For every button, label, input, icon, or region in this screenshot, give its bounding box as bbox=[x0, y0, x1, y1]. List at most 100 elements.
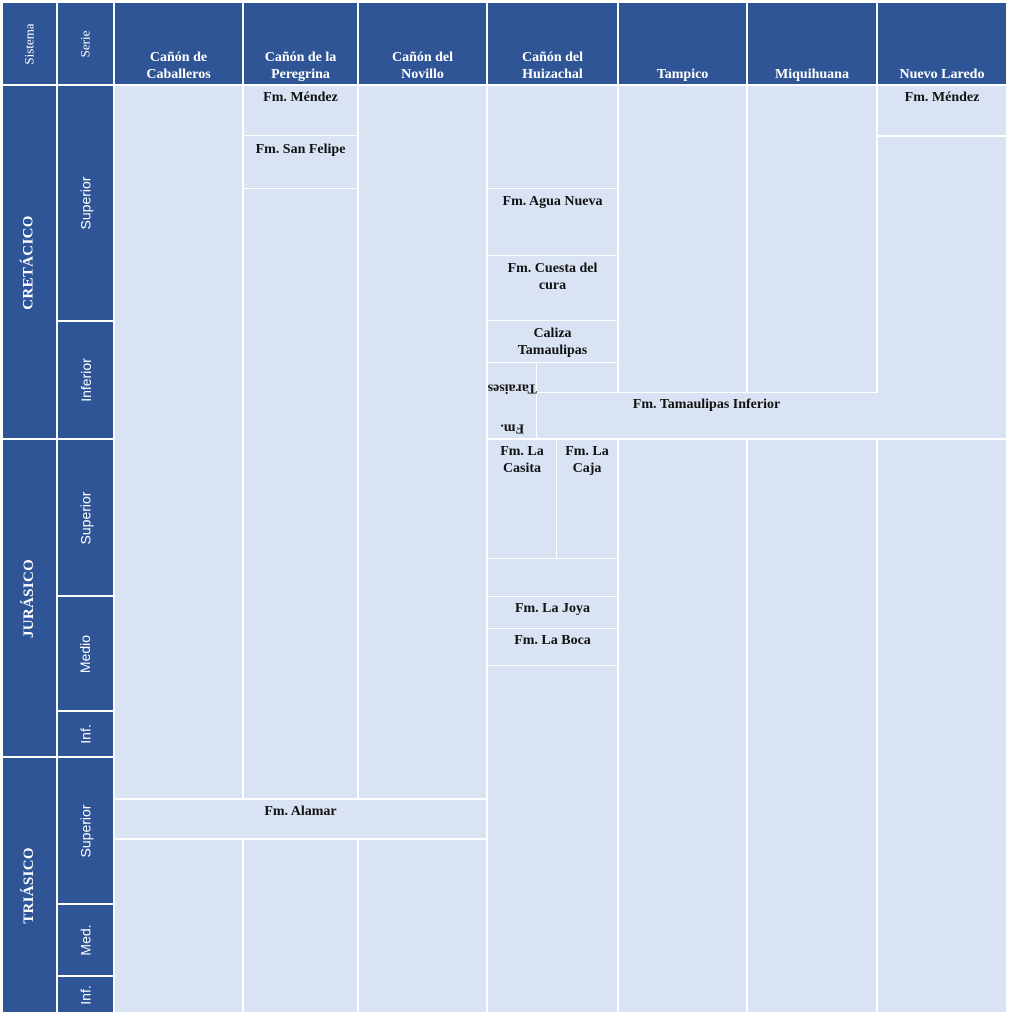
system-cretacico: CRETÁCICO bbox=[3, 86, 56, 438]
formation-label: Fm. Méndez bbox=[263, 90, 338, 105]
row-divider bbox=[488, 438, 1006, 440]
col-divider bbox=[556, 440, 557, 558]
formation-huizachal-cuesta-del-cura: Fm. Cuesta del cura bbox=[488, 257, 617, 320]
formation-huizachal-la-casita: Fm. La Casita bbox=[488, 440, 556, 558]
formation-label: Fm. Alamar bbox=[264, 804, 337, 819]
header-col-novillo-line2: Novillo bbox=[401, 67, 444, 82]
col-divider bbox=[746, 438, 748, 1012]
header-col-peregrina: Cañón de la Peregrina bbox=[244, 3, 357, 84]
serie-label: Inf. bbox=[77, 724, 94, 744]
header-col-caballeros: Cañón de Caballeros bbox=[115, 3, 242, 84]
row-divider bbox=[488, 628, 617, 629]
header-col-miquihuana-line2: Miquihuana bbox=[775, 67, 849, 82]
row-divider bbox=[488, 188, 617, 189]
system-triasico: TRIÁSICO bbox=[3, 758, 56, 1012]
header-sistema: Sistema bbox=[3, 3, 56, 84]
row-divider bbox=[244, 188, 357, 189]
header-col-huizachal-line1: Cañón del bbox=[521, 50, 584, 65]
formation-label-vertical: Fm. Taraises bbox=[487, 363, 536, 440]
header-col-tampico: Tampico bbox=[619, 3, 746, 84]
serie-jurasico-medio: Medio bbox=[58, 597, 113, 710]
formation-label: Fm. Tamaulipas Inferior bbox=[632, 397, 781, 412]
col-divider bbox=[242, 840, 244, 1012]
header-col-nuevo-laredo-line2: Nuevo Laredo bbox=[899, 67, 985, 82]
serie-label: Inferior bbox=[77, 358, 94, 402]
header-sistema-label: Sistema bbox=[21, 22, 37, 65]
serie-label: Superior bbox=[77, 804, 94, 857]
formation-huizachal-la-caja: Fm. La Caja bbox=[557, 440, 617, 558]
formation-huizachal-agua-nueva: Fm. Agua Nueva bbox=[488, 190, 617, 255]
row-divider bbox=[536, 392, 878, 393]
system-jurasico-label: JURÁSICO bbox=[21, 558, 38, 638]
col-divider bbox=[617, 438, 619, 1012]
header-col-nuevo-laredo: Nuevo Laredo bbox=[878, 3, 1006, 84]
formation-label: Fm. La Boca bbox=[514, 633, 591, 648]
formation-label-line1: Fm. Cuesta del bbox=[507, 261, 598, 276]
row-divider bbox=[244, 135, 357, 136]
col-divider bbox=[357, 86, 359, 798]
header-col-peregrina-line2: Peregrina bbox=[271, 67, 330, 82]
header-col-caballeros-line2: Caballeros bbox=[146, 67, 211, 82]
serie-jurasico-inf: Inf. bbox=[58, 712, 113, 756]
formation-label-line2: Casita bbox=[502, 461, 542, 476]
row-divider bbox=[488, 255, 617, 256]
formation-label-line2: Taraises bbox=[487, 379, 537, 395]
serie-triasico-superior: Superior bbox=[58, 758, 113, 903]
col-divider bbox=[876, 86, 878, 392]
table-body bbox=[115, 86, 1006, 1012]
row-divider bbox=[488, 665, 617, 666]
system-triasico-label: TRIÁSICO bbox=[21, 846, 37, 924]
col-divider bbox=[242, 86, 244, 798]
formation-peregrina-mendez: Fm. Méndez bbox=[244, 86, 357, 135]
formation-huizachal-la-joya: Fm. La Joya bbox=[488, 597, 617, 628]
header-col-huizachal-line2: Huizachal bbox=[522, 67, 583, 82]
formation-label-line1: Caliza bbox=[533, 326, 572, 341]
serie-triasico-inf: Inf. bbox=[58, 977, 113, 1012]
header-col-miquihuana: Miquihuana bbox=[748, 3, 876, 84]
formation-label-line1: Fm. La bbox=[565, 444, 609, 459]
row-divider bbox=[878, 135, 1006, 137]
col-divider bbox=[536, 362, 537, 438]
serie-label: Superior bbox=[77, 176, 94, 230]
header-col-huizachal: Cañón del Huizachal bbox=[488, 3, 617, 84]
system-jurasico: JURÁSICO bbox=[3, 440, 56, 756]
formation-label-line1: Fm. La bbox=[500, 444, 544, 459]
col-divider bbox=[617, 86, 619, 392]
col-divider bbox=[486, 86, 488, 1012]
formation-huizachal-la-boca: Fm. La Boca bbox=[488, 629, 617, 665]
header-col-caballeros-line1: Cañón de bbox=[149, 50, 208, 65]
row-divider bbox=[488, 362, 617, 363]
formation-label-line2: Tamaulipas bbox=[517, 343, 588, 358]
formation-huizachal-taraises: Fm. Taraises bbox=[487, 363, 536, 440]
formation-label-line1: Fm. bbox=[500, 419, 524, 435]
row-divider bbox=[488, 596, 617, 597]
header-col-novillo-line1: Cañón del bbox=[391, 50, 454, 65]
header-col-tampico-line2: Tampico bbox=[656, 67, 709, 82]
row-divider bbox=[488, 320, 617, 321]
row-divider bbox=[115, 838, 486, 840]
header-serie: Serie bbox=[58, 3, 113, 84]
formation-label: Fm. Méndez bbox=[904, 90, 980, 105]
formation-huizachal-caliza-tamaulipas: Caliza Tamaulipas bbox=[488, 322, 617, 362]
formation-label-line2: Caja bbox=[572, 461, 602, 476]
formation-label-line2: cura bbox=[538, 278, 567, 293]
row-divider bbox=[115, 798, 486, 800]
serie-cretacico-superior: Superior bbox=[58, 86, 113, 320]
formation-alamar: Fm. Alamar bbox=[115, 800, 486, 838]
serie-triasico-med: Med. bbox=[58, 905, 113, 975]
formation-label: Fm. Agua Nueva bbox=[502, 194, 603, 209]
formation-label: Fm. San Felipe bbox=[255, 142, 346, 157]
serie-label: Med. bbox=[77, 924, 94, 956]
col-divider bbox=[357, 840, 359, 1012]
serie-cretacico-inferior: Inferior bbox=[58, 322, 113, 438]
header-serie-label: Serie bbox=[77, 30, 93, 57]
header-col-novillo: Cañón del Novillo bbox=[359, 3, 486, 84]
formation-tamaulipas-inferior: Fm. Tamaulipas Inferior bbox=[537, 393, 876, 438]
col-divider bbox=[876, 438, 878, 1012]
header-col-peregrina-line1: Cañón de la bbox=[264, 50, 337, 65]
formation-peregrina-san-felipe: Fm. San Felipe bbox=[244, 138, 357, 188]
serie-label: Medio bbox=[77, 634, 94, 673]
row-divider bbox=[488, 558, 617, 559]
serie-label: Inf. bbox=[77, 984, 94, 1005]
col-divider bbox=[746, 86, 748, 392]
